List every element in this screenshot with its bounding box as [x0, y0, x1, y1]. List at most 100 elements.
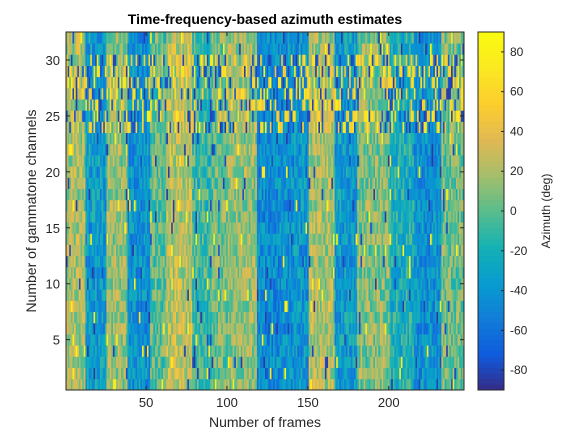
heatmap-cell [316, 356, 319, 368]
heatmap-cell [449, 166, 452, 178]
heatmap-cell [80, 266, 83, 279]
heatmap-cell [268, 345, 271, 357]
heatmap-cell [451, 345, 454, 357]
heatmap-cell [85, 289, 88, 301]
heatmap-cell [366, 311, 369, 324]
heatmap-cell [290, 345, 293, 357]
heatmap-cell [108, 199, 111, 212]
heatmap-cell [449, 345, 452, 357]
heatmap-cell [415, 255, 418, 268]
heatmap-cell [91, 255, 94, 268]
heatmap-cell [201, 233, 204, 245]
heatmap-cell [255, 322, 258, 335]
heatmap-cell [219, 378, 222, 391]
heatmap-cell [336, 311, 339, 324]
heatmap-cell [408, 211, 411, 223]
heatmap-cell [185, 222, 188, 234]
heatmap-cell [394, 255, 397, 268]
heatmap-cell [101, 255, 104, 268]
heatmap-cell [222, 166, 225, 178]
heatmap-cell [109, 222, 112, 234]
heatmap-cell [74, 356, 77, 368]
heatmap-cell [426, 356, 429, 368]
heatmap-cell [315, 322, 318, 335]
heatmap-cell [224, 244, 227, 257]
heatmap-cell [121, 188, 123, 201]
heatmap-cell [446, 278, 449, 290]
heatmap-cell [370, 322, 373, 335]
heatmap-cell [219, 322, 222, 335]
heatmap-cell [193, 289, 196, 301]
heatmap-cell [211, 356, 214, 368]
heatmap-cell [140, 177, 143, 189]
heatmap-cell [232, 211, 235, 223]
heatmap-cell [263, 233, 266, 245]
heatmap-cell [376, 345, 379, 357]
heatmap-cell [265, 378, 267, 391]
heatmap-cell [415, 311, 418, 324]
heatmap-cell [303, 334, 306, 346]
heatmap-cell [376, 334, 379, 346]
heatmap-cell [286, 334, 288, 346]
heatmap-cell [87, 177, 89, 189]
heatmap-cell [219, 278, 222, 290]
heatmap-cell [274, 244, 277, 257]
heatmap-cell [344, 222, 347, 234]
heatmap-cell [180, 278, 183, 290]
heatmap-cell [263, 278, 266, 290]
heatmap-cell [345, 356, 348, 368]
heatmap-cell [452, 345, 455, 357]
heatmap-cell [188, 289, 191, 301]
heatmap-cell [151, 334, 154, 346]
heatmap-cell [347, 322, 350, 335]
heatmap-cell [221, 278, 224, 290]
heatmap-cell [167, 345, 170, 357]
heatmap-cell [237, 211, 240, 223]
heatmap-cell [311, 199, 314, 212]
heatmap-cell [235, 278, 238, 290]
heatmap-cell [133, 155, 136, 167]
heatmap-cell [253, 188, 256, 201]
heatmap-cell [441, 244, 444, 257]
heatmap-cell [381, 345, 384, 357]
heatmap-cell [462, 233, 465, 245]
heatmap-cell [405, 177, 408, 189]
heatmap-cell [297, 211, 300, 223]
heatmap-cell [77, 378, 80, 391]
heatmap-cell [209, 322, 212, 335]
heatmap-cell [282, 244, 285, 257]
heatmap-cell [95, 266, 98, 279]
heatmap-cell [112, 378, 115, 391]
heatmap-cell [300, 233, 303, 245]
heatmap-cell [271, 289, 274, 301]
heatmap-cell [132, 378, 135, 391]
heatmap-cell [413, 289, 416, 301]
heatmap-cell [431, 378, 434, 391]
heatmap-cell [185, 188, 188, 201]
heatmap-cell [436, 177, 439, 189]
heatmap-cell [311, 367, 314, 380]
heatmap-cell [182, 199, 185, 212]
heatmap-cell [261, 199, 264, 212]
heatmap-cell [276, 378, 279, 391]
heatmap-cell [66, 199, 68, 212]
heatmap-cell [88, 244, 91, 257]
heatmap-cell [179, 289, 182, 301]
heatmap-cell [222, 188, 225, 201]
heatmap-cell [148, 378, 151, 391]
heatmap-cell [146, 334, 149, 346]
heatmap-cell [421, 345, 424, 357]
heatmap-cell [366, 289, 369, 301]
heatmap-cell [360, 166, 363, 178]
heatmap-cell [345, 244, 348, 257]
heatmap-cell [167, 255, 170, 268]
heatmap-cell [281, 378, 284, 391]
heatmap-cell [213, 255, 216, 268]
heatmap-cell [376, 199, 379, 212]
heatmap-cell [82, 222, 85, 234]
heatmap-cell [451, 322, 454, 335]
heatmap-cell [159, 233, 162, 245]
heatmap-cell [229, 233, 232, 245]
heatmap-cell [258, 177, 261, 189]
heatmap-cell [214, 356, 217, 368]
